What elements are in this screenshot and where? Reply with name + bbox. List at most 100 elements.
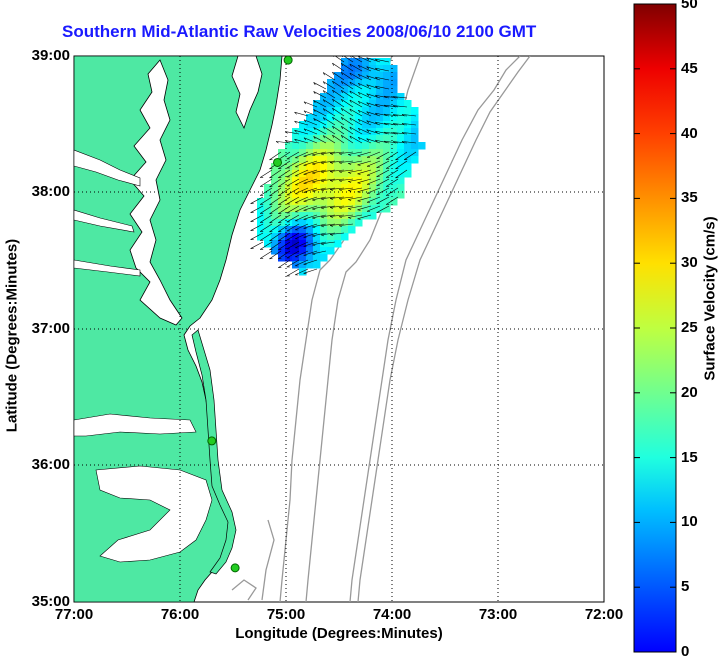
velocity-cell bbox=[327, 163, 335, 171]
velocity-cell bbox=[383, 79, 391, 87]
velocity-cell bbox=[411, 128, 419, 136]
velocity-cell bbox=[390, 163, 398, 171]
velocity-cell bbox=[390, 79, 398, 87]
velocity-cell bbox=[397, 184, 405, 192]
velocity-cell bbox=[383, 142, 391, 150]
velocity-cell bbox=[327, 184, 335, 192]
velocity-cell bbox=[278, 240, 286, 248]
velocity-cell bbox=[278, 184, 286, 192]
figure-title: Southern Mid-Atlantic Raw Velocities 200… bbox=[0, 22, 724, 42]
velocity-cell bbox=[418, 142, 426, 150]
velocity-cell bbox=[362, 135, 370, 143]
velocity-cell bbox=[390, 142, 398, 150]
x-axis-label: Longitude (Degrees:Minutes) bbox=[74, 625, 604, 642]
station-marker bbox=[231, 564, 239, 572]
velocity-cell bbox=[411, 114, 419, 122]
velocity-cell bbox=[369, 184, 377, 192]
velocity-cell bbox=[369, 156, 377, 164]
velocity-cell bbox=[355, 198, 363, 206]
velocity-cell bbox=[369, 149, 377, 157]
velocity-cell bbox=[313, 135, 321, 143]
velocity-cell bbox=[327, 240, 335, 248]
velocity-cell bbox=[376, 177, 384, 185]
colorbar-tick-label: 50 bbox=[681, 0, 698, 12]
colorbar-tick-label: 15 bbox=[681, 449, 698, 466]
velocity-cell bbox=[369, 86, 377, 94]
velocity-cell bbox=[411, 135, 419, 143]
velocity-cell bbox=[313, 261, 321, 269]
velocity-cell bbox=[362, 163, 370, 171]
velocity-cell bbox=[369, 79, 377, 87]
velocity-cell bbox=[292, 233, 300, 241]
velocity-cell bbox=[299, 205, 307, 213]
colorbar-tick-label: 5 bbox=[681, 578, 689, 595]
velocity-cell bbox=[313, 163, 321, 171]
velocity-cell bbox=[355, 156, 363, 164]
velocity-cell bbox=[278, 254, 286, 262]
velocity-cell bbox=[369, 142, 377, 150]
velocity-cell bbox=[362, 142, 370, 150]
velocity-cell bbox=[299, 226, 307, 234]
velocity-cell bbox=[362, 86, 370, 94]
velocity-cell bbox=[404, 163, 412, 171]
velocity-cell bbox=[334, 142, 342, 150]
velocity-cell bbox=[397, 107, 405, 115]
velocity-cell bbox=[355, 184, 363, 192]
velocity-cell bbox=[292, 170, 300, 178]
velocity-cell bbox=[327, 198, 335, 206]
velocity-cell bbox=[404, 107, 412, 115]
velocity-cell bbox=[355, 93, 363, 101]
velocity-cell bbox=[348, 142, 356, 150]
velocity-cell bbox=[390, 128, 398, 136]
velocity-cell bbox=[404, 142, 412, 150]
velocity-cell bbox=[334, 163, 342, 171]
y-tick-label: 36:00 bbox=[0, 456, 70, 473]
velocity-cell bbox=[299, 163, 307, 171]
velocity-cell bbox=[362, 170, 370, 178]
velocity-cell bbox=[292, 135, 300, 143]
velocity-cell bbox=[299, 254, 307, 262]
velocity-cell bbox=[341, 142, 349, 150]
velocity-cell bbox=[362, 191, 370, 199]
velocity-cell bbox=[292, 184, 300, 192]
velocity-cell bbox=[411, 107, 419, 115]
velocity-cell bbox=[264, 226, 272, 234]
velocity-cell bbox=[390, 198, 398, 206]
velocity-cell bbox=[334, 86, 342, 94]
velocity-cell bbox=[299, 121, 307, 129]
velocity-cell bbox=[320, 184, 328, 192]
velocity-cell bbox=[334, 240, 342, 248]
velocity-cell bbox=[327, 247, 335, 255]
velocity-cell bbox=[341, 163, 349, 171]
velocity-cell bbox=[397, 177, 405, 185]
velocity-cell bbox=[397, 128, 405, 136]
velocity-cell bbox=[383, 128, 391, 136]
velocity-cell bbox=[355, 219, 363, 227]
y-tick-label: 38:00 bbox=[0, 183, 70, 200]
velocity-cell bbox=[348, 226, 356, 234]
x-tick-label: 77:00 bbox=[44, 606, 104, 623]
colorbar-tick-label: 20 bbox=[681, 384, 698, 401]
velocity-cell bbox=[404, 128, 412, 136]
velocity-cell bbox=[383, 72, 391, 80]
colorbar-tick-label: 35 bbox=[681, 189, 698, 206]
velocity-cell bbox=[327, 226, 335, 234]
velocity-cell bbox=[320, 254, 328, 262]
station-marker bbox=[284, 56, 292, 64]
velocity-cell bbox=[383, 177, 391, 185]
velocity-cell bbox=[334, 114, 342, 122]
x-tick-label: 76:00 bbox=[150, 606, 210, 623]
x-tick-label: 75:00 bbox=[256, 606, 316, 623]
velocity-cell bbox=[320, 142, 328, 150]
velocity-cell bbox=[292, 247, 300, 255]
colorbar-tick-label: 45 bbox=[681, 60, 698, 77]
velocity-cell bbox=[341, 177, 349, 185]
velocity-cell bbox=[271, 212, 279, 220]
colorbar-tick-label: 40 bbox=[681, 125, 698, 142]
y-tick-label: 39:00 bbox=[0, 47, 70, 64]
velocity-cell bbox=[390, 72, 398, 80]
velocity-cell bbox=[383, 149, 391, 157]
velocity-cell bbox=[341, 128, 349, 136]
velocity-cell bbox=[341, 184, 349, 192]
velocity-cell bbox=[320, 128, 328, 136]
